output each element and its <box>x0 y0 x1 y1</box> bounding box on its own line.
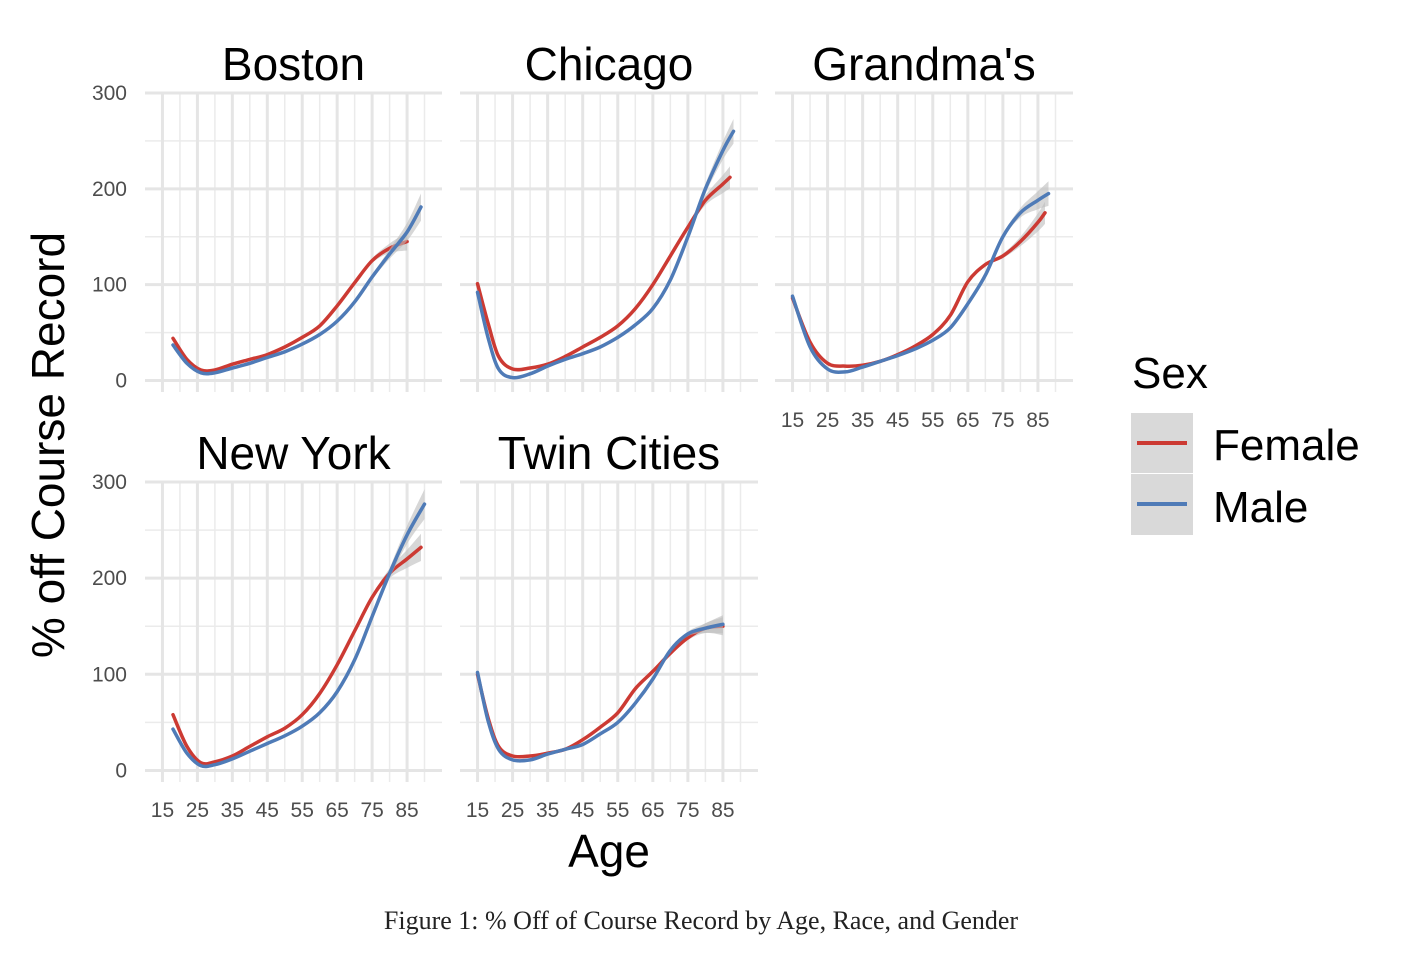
legend-label-male: Male <box>1213 483 1308 532</box>
x-tick-label: 45 <box>571 799 594 822</box>
x-tick-label: 65 <box>641 799 664 822</box>
series-line-male <box>475 622 725 763</box>
confidence-band-female <box>477 166 730 372</box>
x-tick-label: 35 <box>221 799 244 822</box>
x-tick-label: 15 <box>151 799 174 822</box>
series-line-male <box>171 205 423 376</box>
confidence-band-male <box>477 119 734 380</box>
x-tick-label: 85 <box>1026 409 1049 432</box>
y-tick-label: 200 <box>92 178 127 201</box>
x-tick-label: 75 <box>360 799 383 822</box>
y-tick-label: 0 <box>115 759 127 782</box>
x-tick-label: 25 <box>186 799 209 822</box>
x-tick-label: 75 <box>991 409 1014 432</box>
x-tick-label: 55 <box>921 409 944 432</box>
y-tick-label: 200 <box>92 567 127 590</box>
series-line-female <box>790 211 1047 368</box>
series-line-female <box>475 624 725 759</box>
x-tick-label: 45 <box>256 799 279 822</box>
facet-title: Grandma's <box>812 38 1036 90</box>
facet-title: New York <box>196 427 391 479</box>
series-line-female <box>475 175 732 372</box>
series-line-male <box>171 502 427 769</box>
series-line-female <box>171 239 409 373</box>
x-tick-label: 35 <box>851 409 874 432</box>
panel-chicago: Chicago <box>460 38 758 392</box>
y-tick-label: 100 <box>92 663 127 686</box>
x-tick-label: 85 <box>395 799 418 822</box>
legend-title: Sex <box>1132 349 1208 398</box>
y-tick-label: 0 <box>115 370 127 393</box>
facet-title: Twin Cities <box>498 427 720 479</box>
y-tick-label: 100 <box>92 274 127 297</box>
x-tick-label: 55 <box>606 799 629 822</box>
x-tick-label: 35 <box>536 799 559 822</box>
x-tick-label: 75 <box>676 799 699 822</box>
x-tick-label: 55 <box>291 799 314 822</box>
x-tick-label: 15 <box>781 409 804 432</box>
panel-boston: Boston 0 100 200 300 <box>92 38 442 393</box>
series-line-female <box>171 545 423 766</box>
x-tick-label: 25 <box>501 799 524 822</box>
panel-grandma-s: Grandma's 15 25 35 45 55 65 75 85 <box>775 38 1073 432</box>
x-tick-label: 85 <box>711 799 734 822</box>
x-axis-title: Age <box>568 825 650 877</box>
facet-title: Boston <box>222 38 365 90</box>
y-tick-label: 300 <box>92 82 127 105</box>
series-line-male <box>475 129 736 380</box>
figure-caption: Figure 1: % Off of Course Record by Age,… <box>383 906 1019 935</box>
series-line-male <box>790 191 1051 374</box>
x-tick-label: 25 <box>816 409 839 432</box>
chart-panels: Boston 0 100 200 300 Chicago Grandma's 15 25 35 45… <box>92 38 1073 822</box>
panel-new-york: New York 0 100 200 300 15 25 35 45 55 65 75 85 <box>92 427 442 822</box>
y-axis-title: % off Course Record <box>22 232 74 658</box>
panel-twin-cities: Twin Cities 15 25 35 45 55 65 75 85 <box>460 427 758 822</box>
x-tick-label: 45 <box>886 409 909 432</box>
x-tick-label: 65 <box>956 409 979 432</box>
x-tick-label: 15 <box>466 799 489 822</box>
x-tick-label: 65 <box>325 799 348 822</box>
legend-label-female: Female <box>1213 421 1360 470</box>
y-tick-label: 300 <box>92 471 127 494</box>
confidence-band-male <box>173 489 425 768</box>
legend: Sex Female Male <box>1131 349 1360 535</box>
facet-title: Chicago <box>525 38 694 90</box>
